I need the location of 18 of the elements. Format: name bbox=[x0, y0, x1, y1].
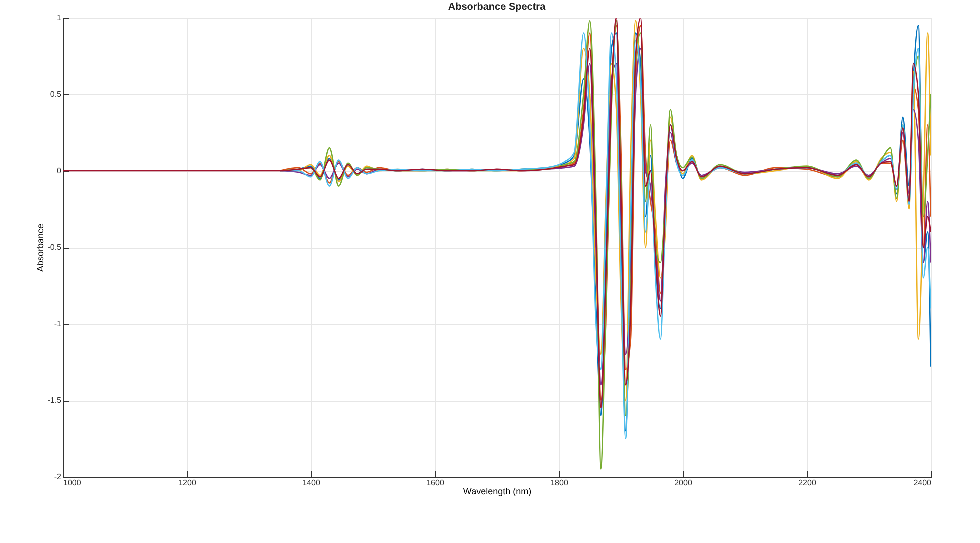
y-tick-label: 0 bbox=[57, 166, 62, 176]
x-tick-label: 1800 bbox=[550, 478, 569, 488]
y-tick-label: -2 bbox=[54, 472, 62, 482]
x-tick-label: 2200 bbox=[798, 478, 817, 488]
chart-title: Absorbance Spectra bbox=[448, 2, 546, 13]
x-tick-label: 1000 bbox=[64, 478, 82, 488]
x-axis-title: Wavelength (nm) bbox=[463, 486, 532, 496]
x-tick-label: 1600 bbox=[426, 478, 445, 488]
y-tick-label: -1 bbox=[54, 320, 62, 328]
x-tick-label: 1200 bbox=[178, 478, 197, 488]
x-tick-label: 2000 bbox=[674, 478, 693, 488]
y-axis-title: Absorbance bbox=[36, 224, 46, 272]
y-tick-label: 0.5 bbox=[50, 90, 62, 99]
x-tick-label: 2400 bbox=[914, 478, 932, 488]
y-tick-label: -0.5 bbox=[48, 243, 62, 252]
y-tick-label: 1 bbox=[57, 14, 62, 22]
x-tick-label: 1400 bbox=[302, 478, 321, 488]
y-tick-label: -1.5 bbox=[48, 396, 62, 405]
